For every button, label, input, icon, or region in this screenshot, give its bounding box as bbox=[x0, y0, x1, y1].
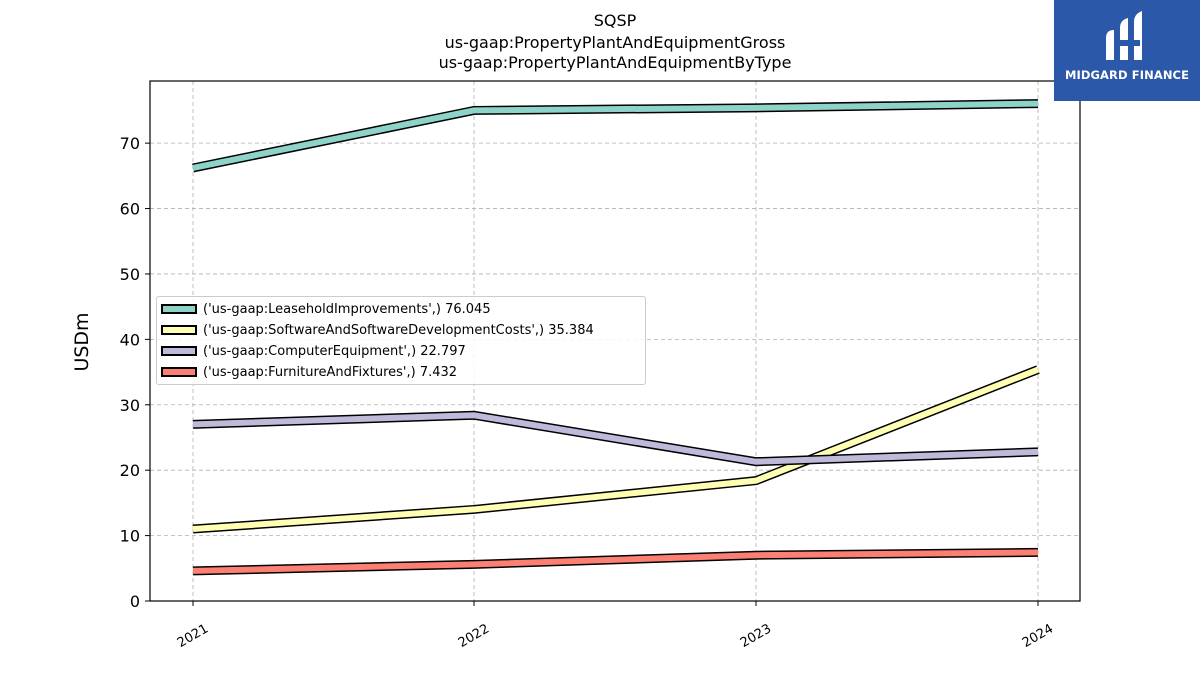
chart-title-line-3: us-gaap:PropertyPlantAndEquipmentByType bbox=[438, 53, 792, 72]
series-lines bbox=[192, 99, 1040, 576]
chart-title-line-1: SQSP bbox=[593, 11, 637, 30]
logo-text: MIDGARD FINANCE bbox=[1064, 68, 1190, 82]
legend-item: ('us-gaap:LeaseholdImprovements',) 76.04… bbox=[161, 300, 491, 318]
legend-label: ('us-gaap:ComputerEquipment',) 22.797 bbox=[203, 343, 466, 359]
legend-label: ('us-gaap:SoftwareAndSoftwareDevelopment… bbox=[203, 322, 594, 338]
y-tick-label: 10 bbox=[120, 527, 140, 546]
series-line bbox=[192, 100, 1039, 171]
legend-label: ('us-gaap:FurnitureAndFixtures',) 7.432 bbox=[203, 364, 458, 380]
x-tick-label: 2022 bbox=[456, 621, 492, 651]
legend-swatch bbox=[161, 346, 197, 356]
series-line bbox=[192, 549, 1039, 574]
logo-mark-icon bbox=[1106, 11, 1142, 60]
midgard-finance-logo: MIDGARD FINANCE bbox=[1054, 0, 1200, 101]
series-line bbox=[192, 412, 1039, 465]
y-tick-label: 50 bbox=[120, 265, 140, 284]
legend-label: ('us-gaap:LeaseholdImprovements',) 76.04… bbox=[203, 301, 491, 317]
legend-item: ('us-gaap:ComputerEquipment',) 22.797 bbox=[161, 342, 466, 360]
y-tick-label: 20 bbox=[120, 461, 140, 480]
legend-swatch bbox=[161, 325, 197, 335]
y-tick-label: 40 bbox=[120, 330, 140, 349]
y-tick-label: 70 bbox=[120, 134, 140, 153]
x-tick-label: 2023 bbox=[738, 621, 774, 651]
plot-frame bbox=[149, 80, 1081, 602]
legend-swatch bbox=[161, 304, 197, 314]
chart-title-line-2: us-gaap:PropertyPlantAndEquipmentGross bbox=[444, 33, 786, 52]
y-tick-label: 30 bbox=[120, 396, 140, 415]
y-axis-label: USDm bbox=[71, 312, 93, 372]
y-tick-label: 60 bbox=[120, 200, 140, 219]
legend-item: ('us-gaap:SoftwareAndSoftwareDevelopment… bbox=[161, 321, 594, 339]
legend-item: ('us-gaap:FurnitureAndFixtures',) 7.432 bbox=[161, 363, 457, 381]
y-tick-label: 0 bbox=[130, 592, 140, 611]
legend: ('us-gaap:LeaseholdImprovements',) 76.04… bbox=[156, 296, 646, 385]
series-line-outline bbox=[192, 365, 1040, 534]
x-tick-label: 2024 bbox=[1020, 621, 1056, 651]
x-tick-label: 2021 bbox=[175, 621, 211, 651]
series-line bbox=[192, 366, 1040, 533]
legend-swatch bbox=[161, 367, 197, 377]
series-line-outline bbox=[192, 99, 1039, 173]
